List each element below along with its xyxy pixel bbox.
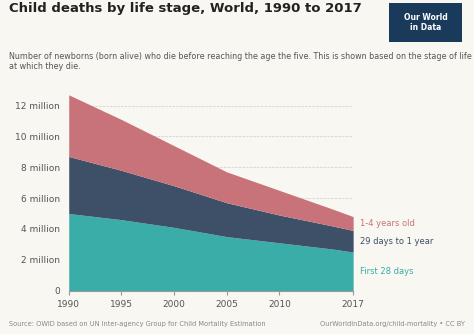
Text: First 28 days: First 28 days <box>360 267 414 276</box>
Text: 1-4 years old: 1-4 years old <box>360 219 415 228</box>
Text: Source: OWID based on UN Inter-agency Group for Child Mortality Estimation: Source: OWID based on UN Inter-agency Gr… <box>9 321 266 327</box>
Text: 29 days to 1 year: 29 days to 1 year <box>360 237 434 246</box>
Text: OurWorldInData.org/child-mortality • CC BY: OurWorldInData.org/child-mortality • CC … <box>319 321 465 327</box>
Text: Our World
in Data: Our World in Data <box>403 13 447 32</box>
Text: Child deaths by life stage, World, 1990 to 2017: Child deaths by life stage, World, 1990 … <box>9 2 362 15</box>
Text: Number of newborns (born alive) who die before reaching the age the five. This i: Number of newborns (born alive) who die … <box>9 52 472 71</box>
